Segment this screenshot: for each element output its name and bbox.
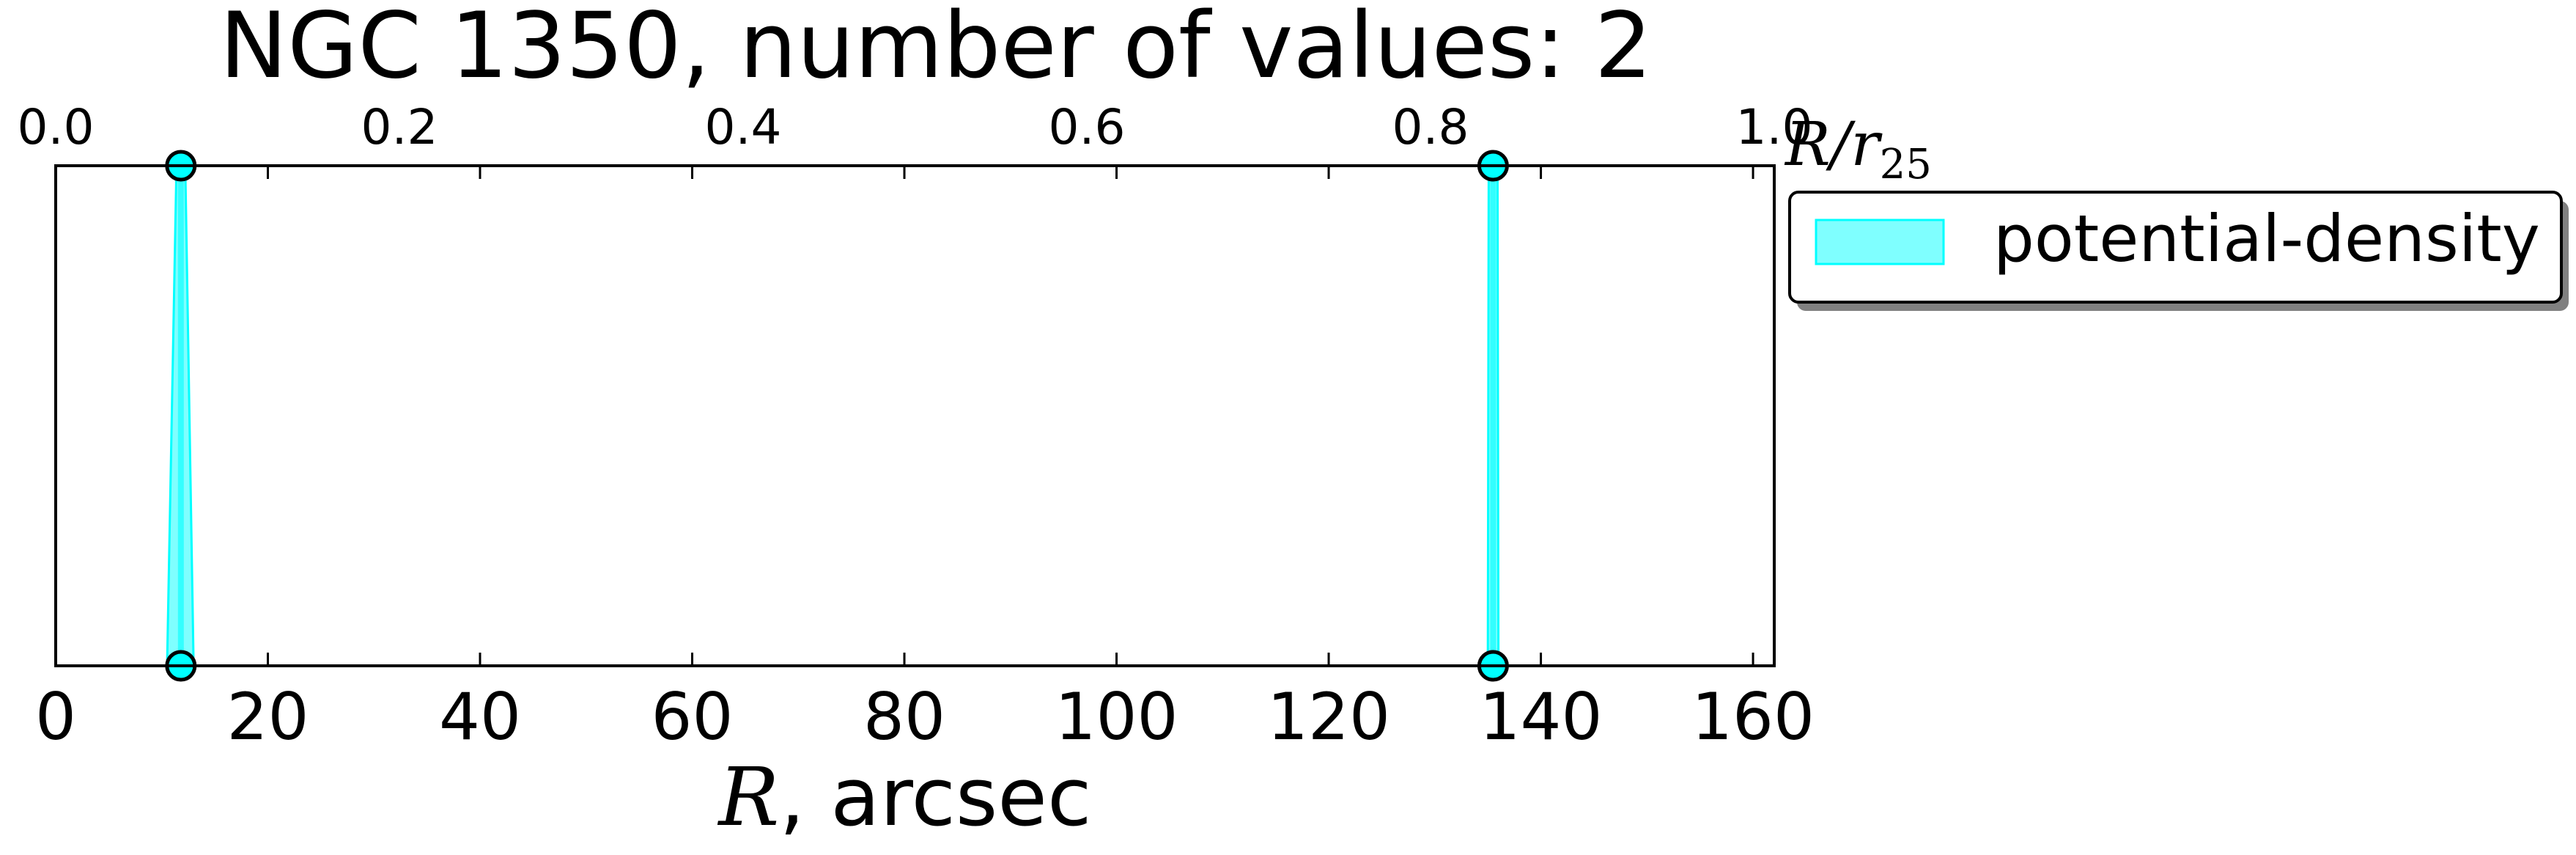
bottom-tick-label-1: 20	[227, 679, 309, 755]
top-x-axis: 0.0 0.2 0.4 0.6 0.8 1.0	[18, 99, 1813, 155]
top-tick-label-4: 0.8	[1392, 99, 1469, 155]
legend-box	[1788, 191, 2563, 304]
bottom-tick-label-3: 60	[652, 679, 734, 755]
top-tick-label-3: 0.6	[1049, 99, 1126, 155]
x-axis-label: R, arcsec	[717, 750, 1092, 844]
bottom-tick-label-0: 0	[35, 679, 76, 755]
chart-title: NGC 1350, number of values: 2	[220, 0, 1653, 99]
bottom-x-axis: 0 20 40 60 80 100 120 140 160	[35, 166, 1815, 755]
top-x-axis-label-symbol: R/r	[1784, 110, 1883, 180]
top-tick-label-5: 1.0	[1736, 99, 1813, 155]
x-axis-label-symbol: R	[717, 750, 780, 844]
bottom-tick-label-4: 80	[863, 679, 945, 755]
bottom-tick-label-7: 140	[1480, 679, 1603, 755]
top-tick-label-1: 0.2	[361, 99, 438, 155]
bottom-tick-label-8: 160	[1691, 679, 1815, 755]
top-x-axis-label: R/r25	[1784, 110, 1932, 188]
legend-label-potential-density: potential-density	[1993, 201, 2540, 276]
x-axis-label-unit: , arcsec	[779, 750, 1091, 844]
legend-swatch-potential-density	[1815, 219, 1945, 265]
plot-area	[165, 150, 1509, 682]
top-x-axis-label-subscript: 25	[1880, 141, 1932, 188]
bottom-tick-label-6: 120	[1267, 679, 1390, 755]
bottom-tick-label-5: 100	[1055, 679, 1178, 755]
top-tick-label-2: 0.4	[705, 99, 782, 155]
axes-frame	[54, 164, 1776, 667]
legend: potential-density	[1788, 191, 2569, 311]
bottom-tick-label-2: 40	[439, 679, 521, 755]
top-tick-label-0: 0.0	[18, 99, 95, 155]
